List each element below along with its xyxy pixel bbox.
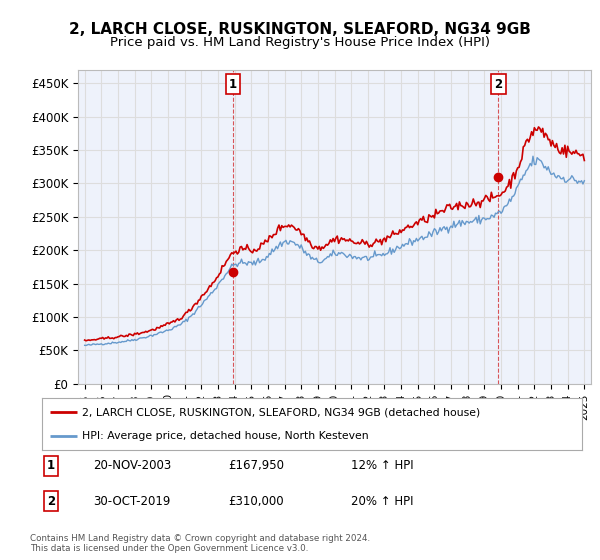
Text: 30-OCT-2019: 30-OCT-2019 bbox=[93, 494, 170, 508]
Text: Contains HM Land Registry data © Crown copyright and database right 2024.
This d: Contains HM Land Registry data © Crown c… bbox=[30, 534, 370, 553]
Text: 1: 1 bbox=[229, 78, 237, 91]
Text: 20-NOV-2003: 20-NOV-2003 bbox=[93, 459, 171, 473]
Text: 2, LARCH CLOSE, RUSKINGTON, SLEAFORD, NG34 9GB: 2, LARCH CLOSE, RUSKINGTON, SLEAFORD, NG… bbox=[69, 22, 531, 38]
Text: 2: 2 bbox=[494, 78, 502, 91]
Text: 2, LARCH CLOSE, RUSKINGTON, SLEAFORD, NG34 9GB (detached house): 2, LARCH CLOSE, RUSKINGTON, SLEAFORD, NG… bbox=[83, 407, 481, 417]
Text: £310,000: £310,000 bbox=[228, 494, 284, 508]
Text: Price paid vs. HM Land Registry's House Price Index (HPI): Price paid vs. HM Land Registry's House … bbox=[110, 36, 490, 49]
Text: 12% ↑ HPI: 12% ↑ HPI bbox=[351, 459, 413, 473]
Text: 2: 2 bbox=[47, 494, 55, 508]
Text: 20% ↑ HPI: 20% ↑ HPI bbox=[351, 494, 413, 508]
Text: £167,950: £167,950 bbox=[228, 459, 284, 473]
Text: 1: 1 bbox=[47, 459, 55, 473]
Text: HPI: Average price, detached house, North Kesteven: HPI: Average price, detached house, Nort… bbox=[83, 431, 369, 441]
